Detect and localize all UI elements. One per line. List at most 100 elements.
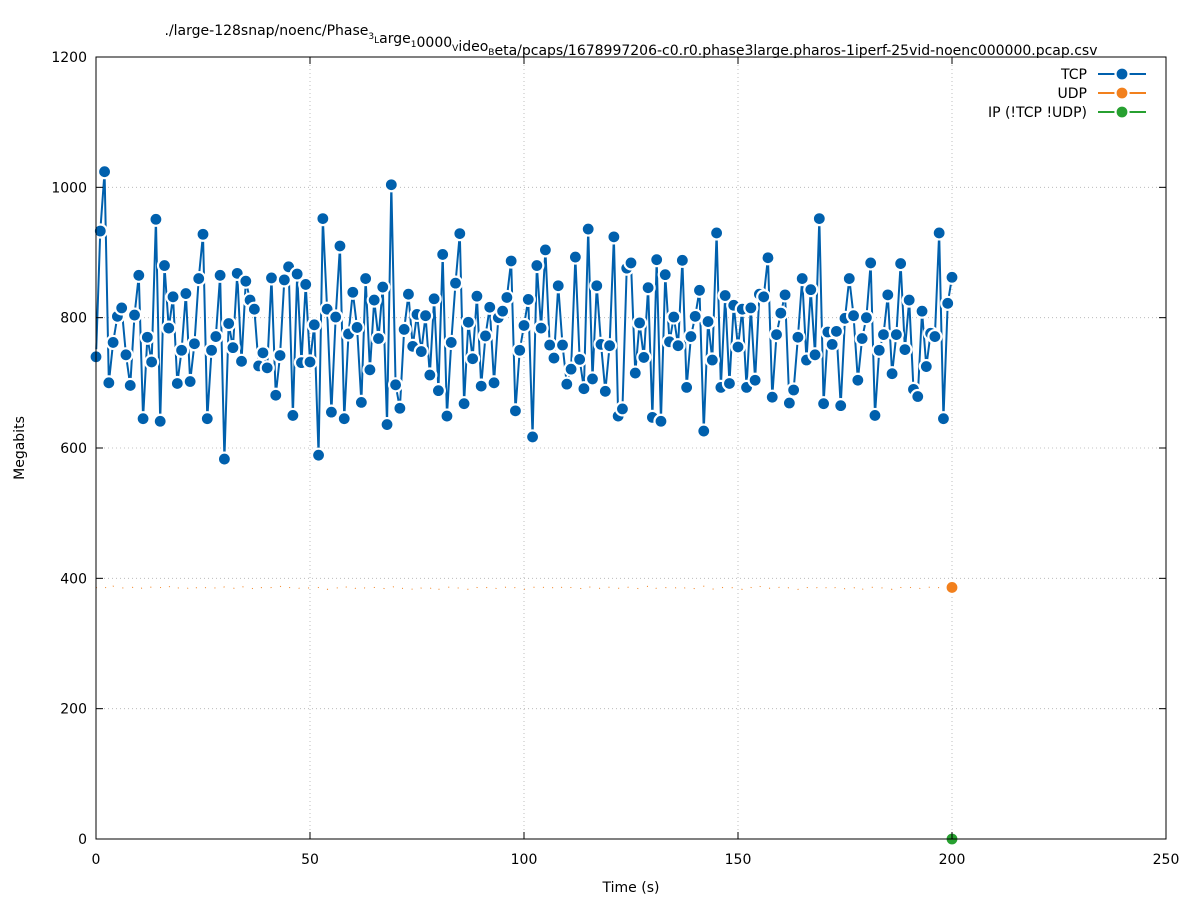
legend-marker-tcp bbox=[1114, 66, 1130, 82]
data-point-tcp bbox=[717, 287, 733, 304]
data-point-tcp bbox=[730, 339, 746, 355]
data-point-tcp bbox=[524, 429, 541, 445]
data-point-tcp bbox=[126, 307, 143, 323]
title-subscript: B bbox=[488, 48, 494, 58]
data-point-tcp bbox=[161, 320, 177, 336]
data-point-tcp bbox=[323, 404, 339, 420]
y-tick-label: 1000 bbox=[51, 180, 87, 196]
data-point-tcp bbox=[212, 267, 228, 283]
data-point-tcp bbox=[328, 309, 344, 325]
legend-label-udp: UDP bbox=[1058, 86, 1087, 102]
data-point-tcp bbox=[828, 323, 845, 339]
y-axis-label: Megabits bbox=[12, 416, 28, 480]
data-point-tcp bbox=[460, 314, 476, 330]
data-point-tcp bbox=[683, 328, 699, 345]
data-point-tcp bbox=[336, 411, 352, 427]
legend: TCP UDP IP (!TCP !UDP) bbox=[988, 66, 1146, 121]
data-point-tcp bbox=[576, 381, 592, 397]
data-point-tcp bbox=[542, 337, 558, 353]
data-point-tcp bbox=[918, 358, 934, 375]
title-text: ideo bbox=[458, 39, 488, 55]
data-point-tcp bbox=[332, 238, 348, 254]
data-point-tcp bbox=[152, 413, 168, 429]
data-point-tcp bbox=[627, 365, 643, 381]
data-point-tcp bbox=[422, 367, 438, 383]
data-point-tcp bbox=[653, 413, 669, 429]
data-point-tcp bbox=[708, 225, 725, 241]
data-point-tcp bbox=[96, 164, 113, 180]
data-point-tcp bbox=[174, 342, 190, 358]
data-point-tcp bbox=[443, 334, 459, 351]
data-point-tcp bbox=[302, 354, 318, 370]
data-point-tcp bbox=[469, 288, 485, 304]
data-point-tcp bbox=[225, 340, 241, 356]
data-point-tcp bbox=[495, 303, 511, 319]
data-point-tcp bbox=[927, 328, 943, 345]
chart-title: ./large-128snap/noenc/Phase3Large10000Vi… bbox=[165, 23, 1098, 59]
data-point-tcp bbox=[815, 396, 832, 412]
data-point-tcp bbox=[238, 273, 254, 289]
data-point-tcp bbox=[777, 287, 793, 303]
y-tick-label: 600 bbox=[60, 441, 87, 457]
data-point-tcp bbox=[944, 269, 960, 285]
data-point-tcp bbox=[935, 411, 952, 427]
data-point-tcp bbox=[884, 366, 900, 382]
data-point-tcp bbox=[203, 342, 220, 358]
x-tick-label: 150 bbox=[725, 852, 752, 868]
data-point-tcp bbox=[875, 327, 892, 343]
data-point-tcp bbox=[679, 379, 695, 395]
data-point-tcp bbox=[537, 242, 554, 258]
data-point-tcp bbox=[430, 383, 446, 399]
legend-label-ip-tcp-udp: IP (!TCP !UDP) bbox=[988, 105, 1087, 121]
data-point-tcp bbox=[92, 223, 108, 239]
data-point-tcp bbox=[259, 360, 275, 376]
x-axis-label: Time (s) bbox=[602, 880, 660, 896]
data-point-tcp bbox=[670, 338, 686, 354]
data-point-tcp bbox=[392, 400, 408, 416]
title-text: ./large-128snap/noenc/Phase bbox=[165, 23, 369, 39]
y-tick-label: 800 bbox=[60, 311, 87, 327]
series-tcp bbox=[88, 164, 960, 467]
data-point-tcp bbox=[366, 292, 382, 308]
data-point-tcp bbox=[452, 226, 468, 242]
data-point-tcp bbox=[550, 278, 566, 294]
data-point-tcp bbox=[529, 257, 545, 274]
data-point-tcp bbox=[426, 291, 442, 307]
data-point-tcp bbox=[148, 211, 164, 227]
data-point-tcp bbox=[131, 267, 147, 283]
data-point-tcp bbox=[747, 372, 763, 388]
data-point-tcp bbox=[165, 289, 181, 305]
data-point-tcp bbox=[781, 395, 797, 411]
series-udp bbox=[95, 579, 960, 596]
legend-label-tcp: TCP bbox=[1060, 67, 1087, 83]
data-point-tcp bbox=[268, 387, 284, 403]
data-point-udp bbox=[944, 579, 960, 596]
data-point-tcp bbox=[546, 350, 562, 366]
data-point-tcp bbox=[456, 396, 472, 412]
data-point-tcp bbox=[105, 334, 121, 351]
data-point-tcp bbox=[811, 211, 827, 227]
data-point-tcp bbox=[101, 375, 117, 391]
data-point-tcp bbox=[880, 287, 896, 303]
data-point-tcp bbox=[649, 252, 665, 268]
data-point-tcp bbox=[824, 336, 840, 352]
data-point-tcp bbox=[743, 300, 759, 316]
data-point-tcp bbox=[559, 376, 575, 392]
data-point-tcp bbox=[597, 383, 613, 399]
data-point-tcp bbox=[178, 285, 194, 302]
data-point-tcp bbox=[666, 309, 682, 325]
data-point-tcp bbox=[897, 341, 913, 358]
data-point-tcp bbox=[601, 338, 618, 354]
title-text: arge bbox=[379, 31, 411, 47]
data-point-tcp bbox=[580, 221, 596, 237]
data-point-tcp bbox=[833, 398, 849, 414]
axis-ticks: 0 200 400 600 800 1000 1200 0 50 100 150 200 250 bbox=[51, 50, 1179, 868]
data-point-tcp bbox=[636, 349, 652, 366]
data-point-tcp bbox=[858, 310, 875, 326]
data-point-tcp bbox=[572, 351, 588, 367]
data-point-tcp bbox=[114, 300, 130, 316]
data-point-tcp bbox=[768, 327, 785, 343]
data-point-tcp bbox=[417, 308, 434, 324]
data-point-tcp bbox=[631, 315, 648, 331]
data-point-tcp bbox=[674, 252, 690, 268]
